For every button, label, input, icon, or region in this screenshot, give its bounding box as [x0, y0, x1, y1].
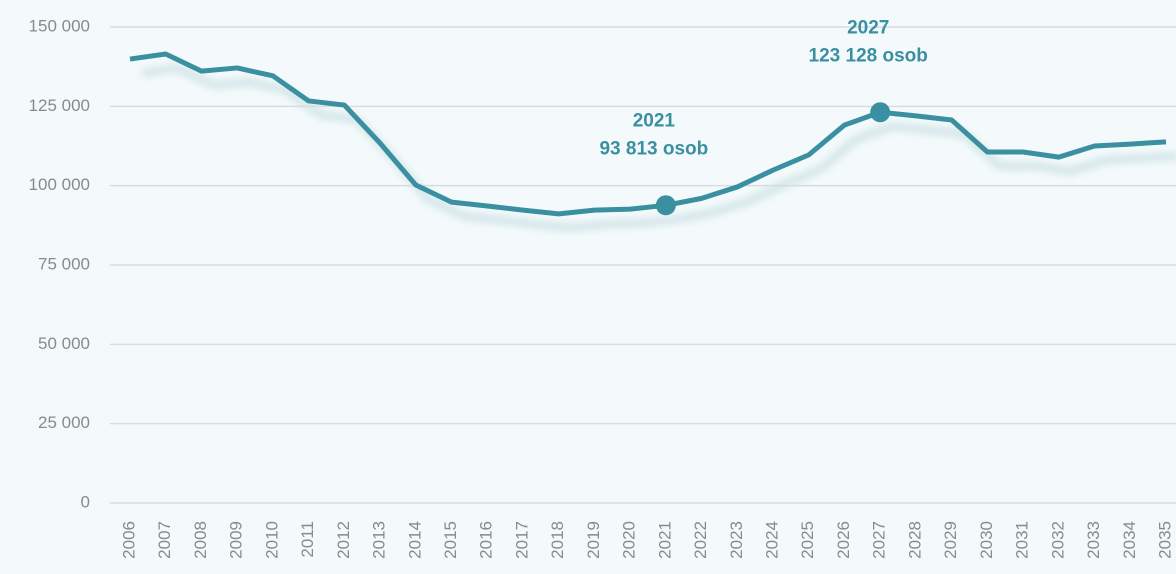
annotation-year: 2027 — [847, 17, 889, 38]
y-tick-label: 125 000 — [29, 96, 90, 115]
x-tick-label: 2007 — [155, 521, 174, 559]
x-tick-label: 2031 — [1013, 521, 1032, 559]
x-tick-label: 2015 — [441, 521, 460, 559]
x-tick-label: 2023 — [727, 521, 746, 559]
annotation-value: 93 813 osob — [599, 138, 708, 159]
x-tick-label: 2013 — [370, 521, 389, 559]
x-tick-label: 2035 — [1155, 521, 1174, 559]
x-tick-label: 2020 — [620, 521, 639, 559]
y-tick-label: 75 000 — [38, 254, 90, 273]
x-tick-label: 2010 — [262, 521, 281, 559]
x-tick-label: 2017 — [512, 521, 531, 559]
line — [129, 51, 1167, 217]
x-tick-label: 2027 — [870, 521, 889, 559]
annotation-value: 123 128 osob — [809, 45, 928, 66]
y-tick-label: 50 000 — [38, 334, 90, 353]
x-tick-label: 2026 — [834, 521, 853, 559]
x-tick-label: 2024 — [763, 521, 782, 559]
x-tick-label: 2028 — [905, 521, 924, 559]
x-tick-label: 2033 — [1084, 521, 1103, 559]
x-tick-label: 2030 — [977, 521, 996, 559]
x-tick-label: 2022 — [691, 521, 710, 559]
y-tick-label: 150 000 — [29, 16, 90, 35]
annotation-year: 2021 — [633, 110, 676, 131]
x-tick-label: 2008 — [191, 521, 210, 559]
x-tick-label: 2018 — [548, 521, 567, 559]
x-tick-label: 2019 — [584, 521, 603, 559]
y-tick-label: 25 000 — [38, 413, 90, 432]
x-tick-label: 2034 — [1120, 521, 1139, 559]
y-tick-label: 100 000 — [29, 175, 90, 194]
x-tick-label: 2032 — [1048, 521, 1067, 559]
x-tick-label: 2012 — [334, 521, 353, 559]
highlight-point — [655, 195, 676, 216]
x-tick-label: 2029 — [941, 521, 960, 559]
x-tick-label: 2011 — [298, 521, 317, 558]
x-tick-label: 2025 — [798, 521, 817, 559]
line-shadow — [141, 63, 1176, 232]
y-tick-label: 0 — [81, 492, 90, 511]
x-tick-label: 2014 — [405, 521, 424, 559]
x-tick-label: 2021 — [655, 521, 674, 559]
highlight-point — [870, 102, 891, 123]
x-tick-label: 2016 — [477, 521, 496, 559]
x-tick-label: 2009 — [227, 521, 246, 559]
x-tick-label: 2006 — [119, 521, 138, 559]
